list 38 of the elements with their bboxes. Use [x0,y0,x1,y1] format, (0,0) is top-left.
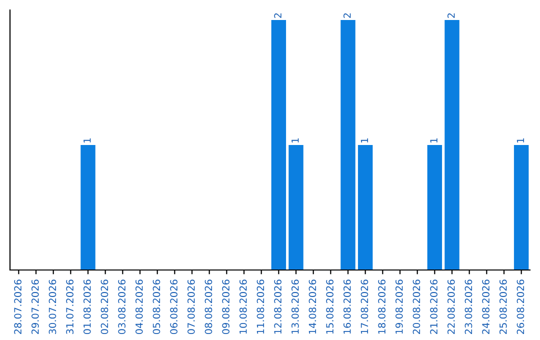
x-tick-label: 24.08.2026 [482,280,490,334]
x-tick-label: 12.08.2026 [274,280,282,334]
x-tick-label: 02.08.2026 [100,280,108,334]
x-tick-label: 10.08.2026 [239,280,247,334]
x-tick-label: 17.08.2026 [360,280,368,334]
data-label: 1 [292,138,299,143]
x-tick-label: 29.07.2026 [31,280,39,334]
x-tick-label: 08.08.2026 [204,280,212,334]
x-tick-label: 13.08.2026 [291,280,299,334]
x-tick-label: 03.08.2026 [118,280,126,334]
x-tick-label: 01.08.2026 [83,280,91,334]
x-tick-label: 14.08.2026 [308,280,316,334]
x-tick-label: 31.07.2026 [66,280,74,334]
x-tick-label: 23.08.2026 [464,280,472,334]
x-tick-label: 15.08.2026 [326,280,334,334]
x-tick-label: 18.08.2026 [378,280,386,334]
data-label: 1 [360,138,368,143]
x-tick-label: 07.08.2026 [187,280,195,334]
x-tick-label: 21.08.2026 [430,280,438,334]
x-tick-label: 06.08.2026 [170,280,178,334]
x-tick-label: 19.08.2026 [395,280,403,334]
x-tick-label: 05.08.2026 [152,280,160,334]
x-tick-label: 28.07.2026 [14,280,22,334]
x-tick-label: 25.08.2026 [499,280,507,334]
data-label: 2 [274,13,282,18]
data-label: 1 [516,138,524,143]
data-label: 1 [430,138,438,143]
x-tick-label: 22.08.2026 [447,280,455,334]
x-tick-label: 20.08.2026 [412,280,420,334]
x-tick-label: 26.08.2026 [516,280,524,334]
x-tick-label: 16.08.2026 [343,280,351,334]
data-label: 2 [447,13,455,18]
x-tick-label: 11.08.2026 [256,280,264,334]
data-label: 1 [84,138,91,143]
data-label: 2 [343,13,351,18]
x-tick-label: 09.08.2026 [222,280,230,334]
x-tick-label: 30.07.2026 [48,280,56,334]
x-tick-label: 04.08.2026 [135,280,143,334]
